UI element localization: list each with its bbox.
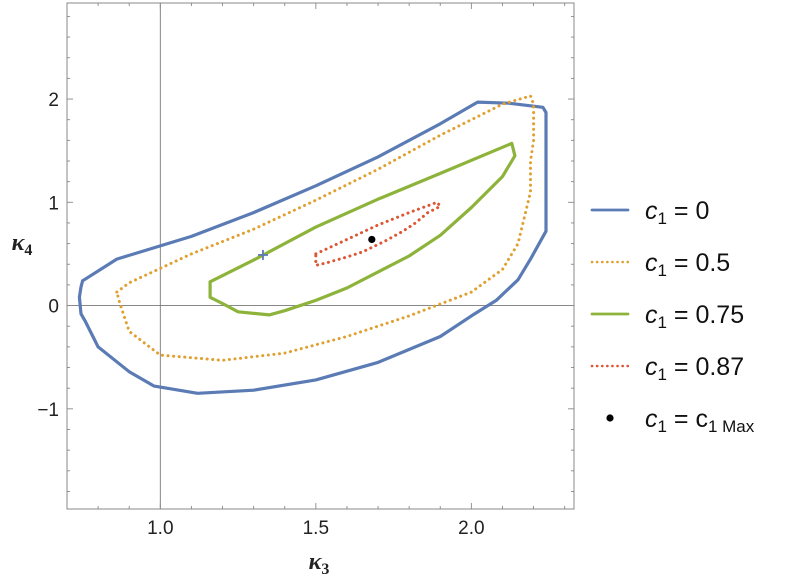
y-tick-label: 1 bbox=[48, 193, 59, 214]
legend-item: c1 = 0.75 bbox=[590, 301, 744, 332]
start-point-marker bbox=[257, 249, 268, 260]
contour-c1-0-75 bbox=[208, 141, 517, 317]
x-tick-label: 1.0 bbox=[147, 518, 173, 539]
max-point-marker bbox=[368, 235, 376, 244]
x-axis-label: κ3 bbox=[309, 549, 330, 576]
y-tick-label: 2 bbox=[48, 90, 59, 111]
plot-frame bbox=[66, 2, 575, 510]
x-tick-label: 1.5 bbox=[303, 518, 329, 539]
y-tick-label: −1 bbox=[37, 400, 59, 421]
legend-item: c1 = 0 bbox=[590, 197, 709, 228]
legend-label: c1 = 0 bbox=[645, 197, 709, 228]
legend-label: c1 = 0.5 bbox=[645, 249, 730, 280]
x-tick-label: 2.0 bbox=[458, 518, 484, 539]
contour-c1-0-87 bbox=[314, 200, 442, 267]
legend-item: c1 = c1 Max bbox=[606, 405, 755, 436]
y-tick-label: 0 bbox=[48, 297, 59, 318]
legend-swatch-dot bbox=[606, 414, 614, 422]
legend-label: c1 = c1 Max bbox=[645, 405, 755, 436]
legend-item: c1 = 0.87 bbox=[590, 353, 744, 384]
legend-label: c1 = 0.87 bbox=[645, 353, 744, 384]
contour-c1-0-5 bbox=[115, 94, 536, 362]
contour-c1-0 bbox=[77, 100, 548, 395]
y-axis-label: κ4 bbox=[12, 230, 33, 259]
legend-item: c1 = 0.5 bbox=[590, 249, 730, 280]
legend-label: c1 = 0.75 bbox=[645, 301, 744, 332]
